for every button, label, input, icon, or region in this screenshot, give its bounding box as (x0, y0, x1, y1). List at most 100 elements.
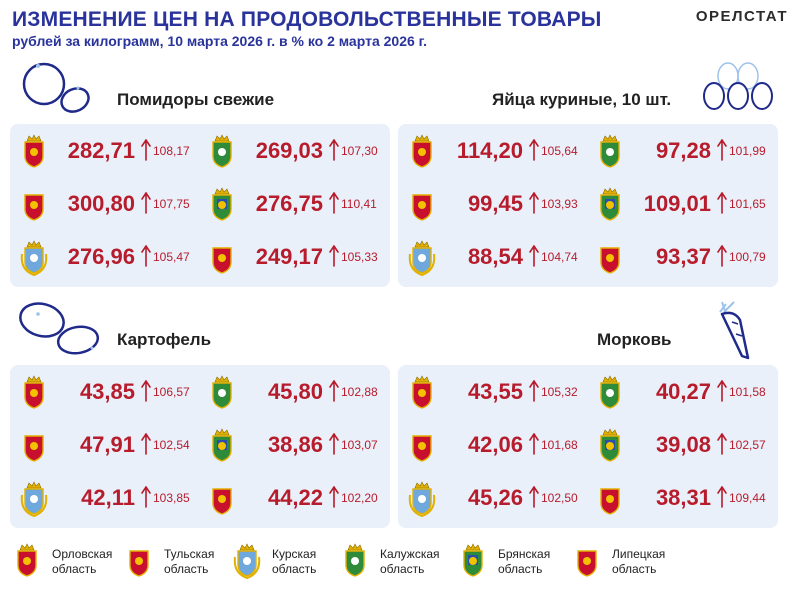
crest-bryansk-icon (207, 428, 237, 464)
price-value: 276,96 (67, 244, 135, 269)
legend-label: Орловская область (52, 547, 112, 577)
arrow-up-icon (141, 139, 151, 161)
coat-of-arms-kaluga-icon (212, 134, 232, 168)
legend-region-name: Тульская (164, 547, 215, 561)
percent-change: 107,75 (153, 197, 190, 211)
price-panel-potatoes (10, 365, 390, 528)
arrow-up-icon (329, 245, 339, 267)
arrow-up-icon (529, 245, 539, 267)
legend-item-orel: Орловская область (12, 541, 122, 587)
legend-crest-kaluga-icon (340, 543, 370, 579)
coat-of-arms-bryansk-icon (212, 187, 232, 221)
crest-kaluga-icon (207, 375, 237, 411)
arrow-up-icon (141, 192, 151, 214)
arrow-up-icon (329, 486, 339, 508)
price-panel-carrots (398, 365, 778, 528)
eggs-icon (703, 62, 773, 110)
crest-orel-icon (19, 134, 49, 170)
legend-crest-tula-icon (124, 543, 154, 579)
price-cell: 114,20 105,64 (403, 126, 593, 180)
price-value: 39,08 (655, 432, 711, 457)
price-cell: 109,01 101,65 (591, 179, 781, 233)
price-value: 44,22 (267, 485, 323, 510)
price-cell: 44,22 102,20 (203, 473, 393, 527)
coat-of-arms-kursk-icon (20, 240, 48, 276)
coat-of-arms-kaluga-icon (212, 375, 232, 409)
arrow-up-icon (529, 433, 539, 455)
price-cell: 38,31 109,44 (591, 473, 781, 527)
legend-label: Брянская область (498, 547, 550, 577)
arrow-up-icon (529, 433, 539, 455)
crest-kursk-icon (407, 240, 437, 276)
price-cell: 88,54 104,74 (403, 232, 593, 286)
coat-of-arms-kursk-icon (233, 543, 261, 579)
price-value: 88,54 (467, 244, 523, 269)
legend-item-kursk: Курская область (232, 541, 342, 587)
arrow-up-icon (529, 139, 539, 161)
coat-of-arms-orel-icon (412, 375, 432, 409)
coat-of-arms-kursk-icon (20, 481, 48, 517)
coat-of-arms-bryansk-icon (212, 428, 232, 462)
price-value: 282,71 (67, 138, 135, 163)
arrow-up-icon (141, 192, 151, 214)
percent-change: 103,07 (341, 438, 378, 452)
price-cell: 249,17 105,33 (203, 232, 393, 286)
legend-item-kaluga: Калужская область (340, 541, 450, 587)
arrow-up-icon (141, 433, 151, 455)
arrow-up-icon (717, 192, 727, 214)
legend-item-tula: Тульская область (124, 541, 234, 587)
price-value: 43,55 (467, 379, 523, 404)
crest-kaluga-icon (595, 134, 625, 170)
arrow-up-icon (717, 380, 727, 402)
coat-of-arms-lipetsk-icon (212, 247, 232, 274)
coat-of-arms-bryansk-icon (600, 428, 620, 462)
coat-of-arms-kaluga-icon (600, 134, 620, 168)
crest-tula-icon (407, 428, 437, 464)
percent-change: 110,41 (341, 197, 377, 211)
percent-change: 100,79 (729, 250, 766, 264)
coat-of-arms-lipetsk-icon (577, 550, 597, 577)
percent-change: 108,17 (153, 144, 190, 158)
percent-change: 109,44 (729, 491, 766, 505)
arrow-up-icon (529, 486, 539, 508)
legend-crest-orel-icon (12, 543, 42, 579)
price-value: 45,80 (267, 379, 323, 404)
price-cell: 38,86 103,07 (203, 420, 393, 474)
price-value: 99,45 (467, 191, 523, 216)
crest-kursk-icon (19, 240, 49, 276)
percent-change: 102,20 (341, 491, 378, 505)
arrow-up-icon (717, 486, 727, 508)
arrow-up-icon (329, 433, 339, 455)
percent-change: 101,58 (729, 385, 766, 399)
tomato-outline-icon (22, 62, 90, 113)
arrow-up-icon (141, 486, 151, 508)
price-cell: 47,91 102,54 (15, 420, 205, 474)
crest-kaluga-icon (207, 134, 237, 170)
coat-of-arms-orel-icon (24, 134, 44, 168)
price-cell: 282,71 108,17 (15, 126, 205, 180)
price-cell: 40,27 101,58 (591, 367, 781, 421)
arrow-up-icon (717, 245, 727, 267)
percent-change: 105,33 (341, 250, 378, 264)
percent-change: 107,30 (341, 144, 378, 158)
legend-region-type: область (52, 562, 97, 576)
coat-of-arms-lipetsk-icon (600, 488, 620, 515)
percent-change: 101,65 (729, 197, 766, 211)
carrot-outline-icon (719, 301, 750, 360)
arrow-up-icon (529, 245, 539, 267)
crest-orel-icon (407, 375, 437, 411)
price-value: 45,26 (467, 485, 523, 510)
arrow-up-icon (141, 139, 151, 161)
coat-of-arms-tula-icon (412, 194, 432, 221)
legend-region-type: область (612, 562, 657, 576)
crest-kursk-icon (19, 481, 49, 517)
price-panel-eggs (398, 124, 778, 287)
crest-bryansk-icon (207, 187, 237, 223)
price-value: 38,86 (267, 432, 323, 457)
arrow-up-icon (329, 192, 339, 214)
legend-region-name: Липецкая (612, 547, 666, 561)
price-cell: 45,80 102,88 (203, 367, 393, 421)
legend-crest-kursk-icon (232, 543, 262, 579)
product-title-carrots: Морковь (597, 330, 672, 349)
coat-of-arms-bryansk-icon (463, 543, 483, 577)
